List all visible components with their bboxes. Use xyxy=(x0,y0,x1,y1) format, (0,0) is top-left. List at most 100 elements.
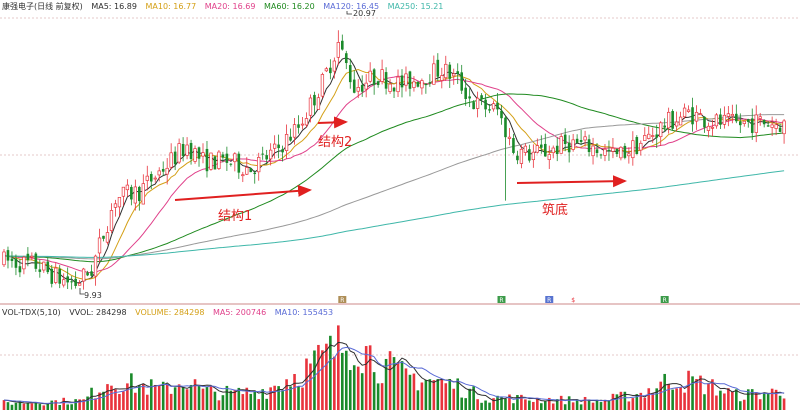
event-marker[interactable]: R xyxy=(497,296,506,304)
volume-bar xyxy=(269,387,272,410)
volume-bar xyxy=(492,398,495,410)
candle xyxy=(249,168,253,173)
volume-bar xyxy=(74,399,77,410)
volume-bar xyxy=(488,402,491,410)
event-marker[interactable]: R xyxy=(338,296,347,304)
volume-bar xyxy=(90,387,93,410)
candle xyxy=(563,128,567,152)
candle xyxy=(404,66,408,92)
candle xyxy=(86,270,89,277)
ma10-label: MA10: 16.77 xyxy=(146,2,197,11)
volume-bar xyxy=(396,362,400,410)
volume-bar xyxy=(305,358,308,410)
volume-bar xyxy=(205,386,209,410)
candle xyxy=(384,67,388,95)
candle xyxy=(659,121,663,146)
candle xyxy=(201,143,205,164)
volume-bar xyxy=(444,383,448,410)
volume-bar xyxy=(130,373,133,410)
volume-bar xyxy=(325,343,328,410)
candle xyxy=(341,34,344,51)
candle xyxy=(475,91,480,118)
candle xyxy=(726,106,731,127)
candle xyxy=(324,66,329,73)
volume-bar xyxy=(317,344,320,410)
candle xyxy=(750,108,754,140)
volume-bar xyxy=(464,398,467,410)
candle xyxy=(368,62,372,84)
candle xyxy=(591,137,595,165)
candle xyxy=(567,135,571,163)
volume-bar xyxy=(189,384,193,410)
volume-bar xyxy=(655,388,659,410)
volume-bar xyxy=(329,335,332,410)
volume-bar xyxy=(595,399,599,410)
candle xyxy=(651,127,655,143)
volume-bar xyxy=(659,381,662,410)
vol-ma10-label: MA10: 155453 xyxy=(275,308,333,317)
candle xyxy=(735,104,738,124)
volume-bar xyxy=(691,376,694,410)
volume-bar xyxy=(472,386,475,410)
event-marker[interactable]: R xyxy=(660,296,669,304)
candle xyxy=(706,122,711,138)
candle xyxy=(504,115,507,201)
candle xyxy=(185,137,189,160)
svg-text:$: $ xyxy=(571,297,575,304)
volume-bar xyxy=(337,325,340,410)
volume-bar xyxy=(452,388,456,410)
candle xyxy=(149,171,153,190)
candle xyxy=(109,203,114,234)
volume-bar xyxy=(333,356,336,410)
candle xyxy=(491,100,496,112)
volume-bar xyxy=(782,398,786,410)
volume-bar xyxy=(285,379,288,410)
candle xyxy=(742,120,746,127)
candle xyxy=(130,184,133,206)
volume-bar xyxy=(157,384,161,410)
candle xyxy=(698,108,703,116)
volume-bar xyxy=(66,404,69,410)
volume-bar xyxy=(762,393,766,410)
candle xyxy=(352,70,356,94)
candle xyxy=(70,276,73,290)
candle xyxy=(543,133,547,157)
event-marker[interactable]: R xyxy=(545,296,554,304)
candle xyxy=(448,61,452,88)
candle xyxy=(18,259,22,278)
volume-bar xyxy=(153,384,157,410)
volume-bar xyxy=(265,398,268,410)
candle xyxy=(173,146,177,171)
event-marker[interactable]: $ xyxy=(569,296,577,304)
volume-bar xyxy=(122,391,125,410)
candle xyxy=(507,128,512,146)
candle xyxy=(54,262,58,285)
volume-bar xyxy=(46,403,50,410)
volume-bar xyxy=(583,396,587,410)
candle xyxy=(14,254,18,276)
candle xyxy=(284,124,289,159)
candle xyxy=(225,146,229,171)
volume-bar xyxy=(703,394,706,410)
volume-bar xyxy=(249,393,253,410)
volume-bar xyxy=(563,404,567,410)
volume-bar xyxy=(217,400,221,410)
candle xyxy=(30,252,34,261)
candle xyxy=(551,145,555,159)
volume-bar xyxy=(412,373,416,410)
volume-bar xyxy=(520,394,523,410)
candle xyxy=(754,105,758,143)
candle xyxy=(512,133,515,155)
candle xyxy=(436,53,440,82)
structure1-arrow xyxy=(174,184,312,201)
candle xyxy=(113,199,118,217)
candle xyxy=(428,74,432,87)
candle xyxy=(102,235,105,242)
volume-bar xyxy=(547,397,551,410)
volume-bar xyxy=(424,379,428,410)
volume-bar xyxy=(209,386,213,410)
volume-bar xyxy=(138,385,141,410)
candlesticks xyxy=(2,30,786,290)
structure2-arrow xyxy=(317,116,348,129)
